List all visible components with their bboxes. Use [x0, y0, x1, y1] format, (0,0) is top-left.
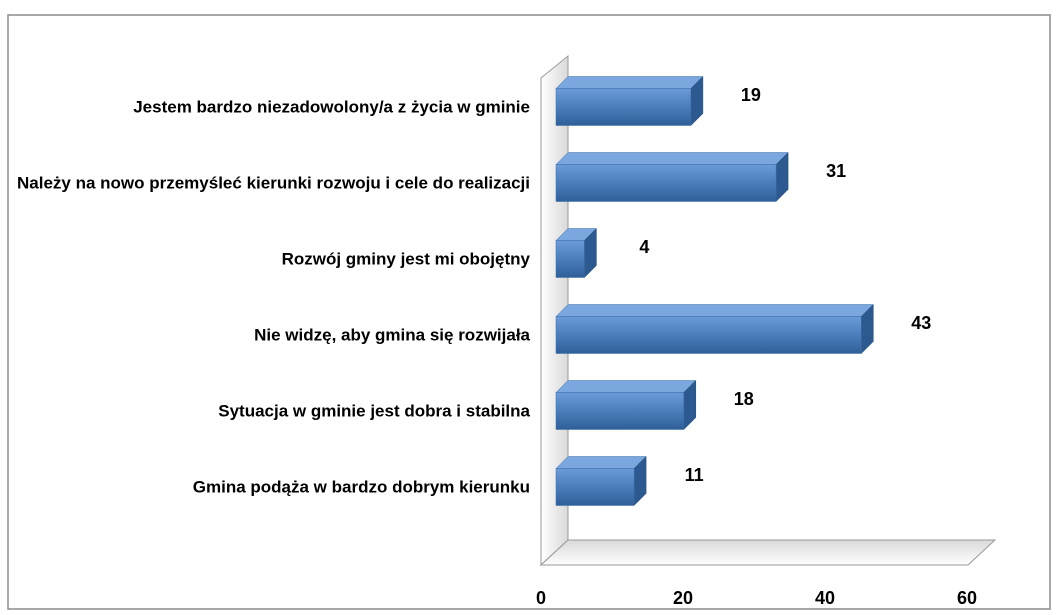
bar — [555, 392, 685, 430]
category-label: Rozwój gminy jest mi obojętny — [10, 247, 530, 272]
category-label: Nie widzę, aby gmina się rozwijała — [10, 323, 530, 348]
category-text: Gmina podąża w bardzo dobrym kierunku — [192, 477, 530, 497]
category-label: Jestem bardzo niezadowolony/a z życia w … — [10, 95, 530, 120]
bar — [555, 88, 692, 126]
category-text: Należy na nowo przemyśleć kierunki rozwo… — [16, 173, 530, 193]
value-label: 19 — [741, 85, 761, 105]
category-text: Rozwój gminy jest mi obojętny — [281, 249, 530, 269]
category-label: Należy na nowo przemyśleć kierunki rozwo… — [10, 171, 530, 196]
bar-top — [555, 152, 789, 165]
bar-top — [555, 380, 697, 393]
bar — [555, 240, 585, 278]
category-label: Sytuacja w gminie jest dobra i stabilna — [10, 399, 530, 424]
value-label: 43 — [911, 313, 931, 333]
floor — [539, 539, 997, 566]
category-text: Jestem bardzo niezadowolony/a z życia w … — [133, 97, 530, 117]
category-label: Gmina podąża w bardzo dobrym kierunku — [10, 475, 530, 500]
bar — [555, 468, 635, 506]
bar-top — [555, 76, 704, 89]
value-label: 18 — [734, 389, 754, 409]
bar-top — [555, 304, 874, 317]
bar — [555, 164, 777, 202]
chart-border — [7, 14, 1051, 610]
x-tick-label: 40 — [815, 588, 835, 608]
category-text: Sytuacja w gminie jest dobra i stabilna — [218, 401, 530, 421]
value-label: 11 — [685, 465, 704, 485]
value-label: 31 — [826, 161, 846, 181]
bar-top — [555, 456, 647, 469]
bar — [555, 316, 862, 354]
x-tick-label: 60 — [957, 588, 977, 608]
category-text: Nie widzę, aby gmina się rozwijała — [254, 325, 530, 345]
x-tick-label: 0 — [536, 588, 546, 608]
value-label: 4 — [639, 237, 649, 257]
x-tick-label: 20 — [673, 588, 693, 608]
